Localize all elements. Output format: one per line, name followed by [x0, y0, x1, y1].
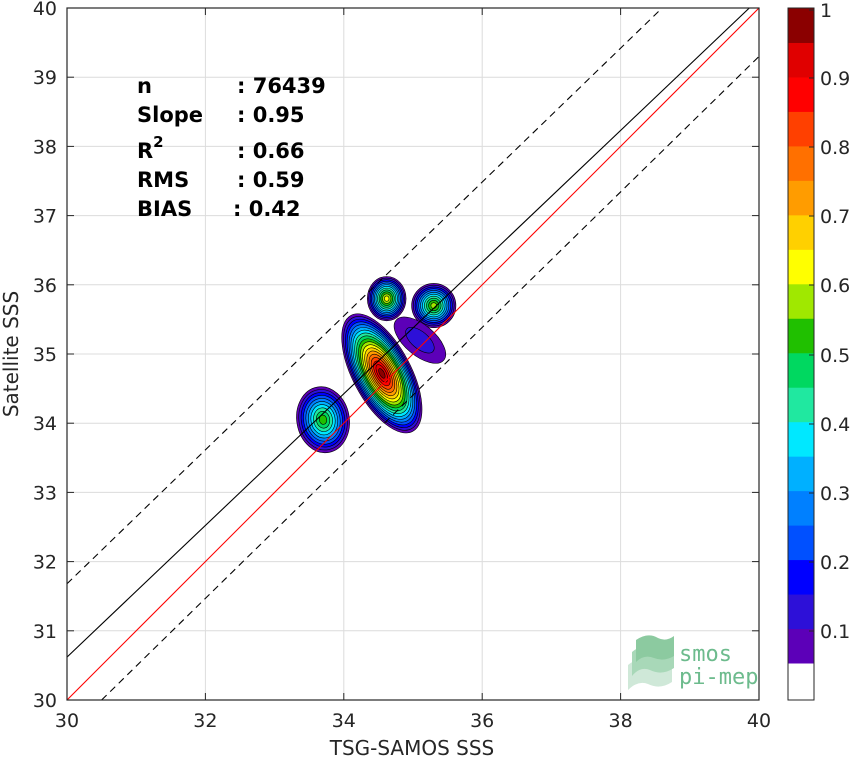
stat-value: : 0.59 — [237, 168, 305, 192]
y-tick-label: 39 — [33, 67, 57, 89]
stat-label-text: R — [137, 139, 153, 163]
stat-label-superscript: 2 — [153, 133, 163, 151]
stat-label: BIAS — [137, 197, 192, 221]
fit-line — [67, 8, 750, 658]
y-axis-ticks: 30 31 32 33 34 35 36 37 38 39 40 — [33, 0, 759, 712]
y-axis-label: Satellite SSS — [0, 291, 23, 417]
wave-logo-icon — [628, 635, 674, 690]
density-contour-band — [405, 327, 435, 354]
colorbar-swatch — [788, 180, 814, 216]
colorbar-ticks: 0.1 0.2 0.3 0.4 0.5 0.6 0.7 0.8 0.9 1 — [809, 0, 850, 643]
watermark-logo: smos pi-mep — [628, 635, 758, 690]
y-tick-label: 35 — [33, 344, 57, 366]
stat-value: : 0.66 — [237, 139, 305, 163]
colorbar-tick-label: 0.2 — [820, 552, 850, 574]
stat-label: n — [137, 74, 152, 98]
y-tick-label: 34 — [33, 413, 57, 435]
x-tick-label: 40 — [747, 710, 771, 732]
stat-label: Slope — [137, 103, 203, 127]
colorbar-tick-label: 0.1 — [820, 621, 850, 643]
density-contour-band — [318, 414, 328, 425]
colorbar-swatch — [788, 490, 814, 526]
colorbar-swatch — [788, 8, 814, 43]
colorbar-tick-label: 0.4 — [820, 414, 850, 436]
colorbar-frame — [787, 7, 815, 701]
colorbar-tick-label: 0.9 — [820, 68, 850, 90]
y-tick-label: 36 — [33, 275, 57, 297]
stat-label-text: n — [137, 74, 152, 98]
y-tick-label: 37 — [33, 206, 57, 228]
x-axis-ticks: 30 32 34 36 38 40 — [55, 8, 771, 732]
stat-label-text: RMS — [137, 168, 189, 192]
x-tick-label: 38 — [609, 710, 633, 732]
lower-bound-line — [101, 56, 759, 700]
density-contours — [296, 276, 457, 454]
colorbar-swatch — [788, 559, 814, 595]
colorbar-swatch — [788, 628, 814, 664]
colorbar-tick-label: 0.6 — [820, 275, 850, 297]
stat-label-text: BIAS — [137, 197, 192, 221]
y-tick-label: 40 — [33, 0, 57, 20]
colorbar-swatch — [788, 145, 814, 181]
colorbar-swatch — [788, 525, 814, 561]
colorbar-swatch — [788, 663, 814, 700]
one-to-one-line — [67, 8, 759, 700]
colorbar-swatch — [788, 456, 814, 492]
y-tick-label: 30 — [33, 690, 57, 712]
colorbar-swatch — [788, 387, 814, 423]
colorbar-swatch — [788, 594, 814, 630]
colorbar-swatch — [788, 318, 814, 354]
x-tick-label: 34 — [332, 710, 356, 732]
reference-lines — [67, 8, 759, 700]
colorbar-swatch — [788, 111, 814, 147]
colorbar-tick-label: 0.7 — [820, 206, 850, 228]
stat-label: R2 — [137, 133, 164, 163]
stat-value: : 76439 — [237, 74, 326, 98]
upper-bound-line — [67, 8, 663, 585]
x-axis-label: TSG-SAMOS SSS — [329, 736, 495, 760]
y-tick-label: 33 — [33, 482, 57, 504]
colorbar-tick-label: 1 — [820, 0, 832, 22]
x-tick-label: 30 — [55, 710, 79, 732]
stat-label-text: Slope — [137, 103, 203, 127]
stat-value: : 0.42 — [233, 197, 301, 221]
density-contour-band — [378, 368, 386, 379]
colorbar-swatch — [788, 352, 814, 388]
y-tick-label: 38 — [33, 136, 57, 158]
density-contour-band — [384, 295, 390, 302]
colorbar-swatch — [788, 421, 814, 457]
colorbar-tick-label: 0.5 — [820, 345, 850, 367]
x-tick-label: 36 — [470, 710, 494, 732]
colorbar-swatch — [788, 42, 814, 78]
y-tick-label: 32 — [33, 552, 57, 574]
stats-box: n : 76439 Slope : 0.95 R2 : 0.66 RMS : 0.59 BIAS… — [137, 74, 326, 221]
colorbar-tick-label: 0.3 — [820, 483, 850, 505]
y-tick-label: 31 — [33, 621, 57, 643]
stat-label: RMS — [137, 168, 189, 192]
watermark-line2: pi-mep — [679, 665, 758, 690]
x-tick-label: 32 — [193, 710, 217, 732]
colorbar-swatch — [788, 76, 814, 112]
colorbar-swatch — [788, 214, 814, 250]
watermark-line1: smos — [679, 642, 732, 667]
colorbar-swatch — [788, 283, 814, 319]
colorbar-tick-label: 0.8 — [820, 137, 850, 159]
colorbar — [787, 7, 815, 701]
colorbar-swatch — [788, 249, 814, 285]
stat-value: : 0.95 — [237, 103, 305, 127]
